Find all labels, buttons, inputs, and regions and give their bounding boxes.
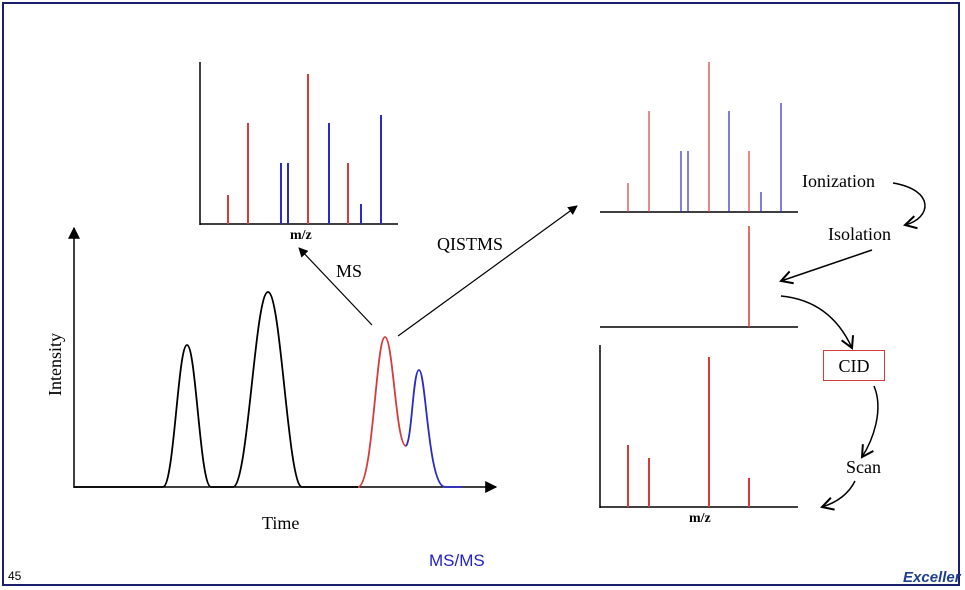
chromatogram [68,226,498,493]
scan-spectrum [599,345,798,508]
cid-to-scan-arrow [860,385,879,459]
ionization-spectrum [600,62,798,213]
ionization-label: Ionization [802,171,875,191]
spectrum-to-cid-arrow [780,295,855,350]
chromatogram-peak-blue [405,369,462,488]
ms-mz-label: m/z [290,228,312,243]
chromatogram-peak-1 [74,344,212,488]
ms-label: MS [336,261,363,281]
chromatogram-peak-2 [211,291,358,488]
isolation-spectrum [600,226,798,328]
isolation-to-spectrum-arrow [779,249,873,285]
logo: Exceller [903,569,961,586]
slide-title: MS/MS [429,551,485,570]
qistms-arrow [397,205,578,337]
ionization-to-isolation-arrow [892,182,926,230]
qistms-label: QISTMS [437,234,504,254]
isolation-label: Isolation [828,224,891,244]
scan-to-spectrum-arrow [820,480,856,511]
scan-mz-label: m/z [689,511,711,526]
ms-arrow [298,247,373,326]
intensity-label: Intensity [45,333,65,396]
cid-box: CID [823,350,885,381]
time-label: Time [262,513,300,533]
cid-label: CID [838,355,870,376]
scan-label: Scan [846,457,881,477]
ms-spectrum [199,62,398,225]
slide-number: 45 [8,569,22,583]
chromatogram-peak-red [357,336,407,488]
